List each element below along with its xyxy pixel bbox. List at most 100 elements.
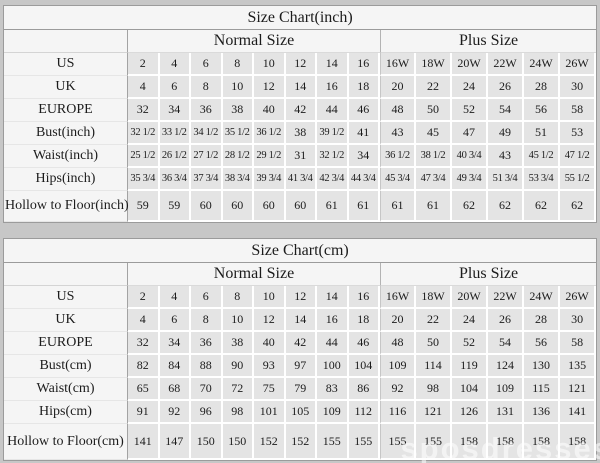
size-cell: 130 <box>524 355 560 378</box>
size-cell: 32 <box>128 99 160 122</box>
size-cell: 32 <box>128 332 160 355</box>
size-cell: 45 <box>416 122 452 145</box>
size-table-inch: Size Chart(inch) Normal Size Plus Size US 2 4… <box>3 5 598 223</box>
size-cell: 135 <box>560 355 597 378</box>
table-row: Hollow to Floor(cm) 141 147 150 150 152 152 155… <box>4 424 597 460</box>
size-cell: 6 <box>191 286 223 309</box>
size-cell: 4 <box>128 76 160 99</box>
table-row: Hollow to Floor(inch) 59 59 60 60 60 60 61 61 61 6… <box>4 191 597 222</box>
table-row: Bust(inch) 32 1/2 33 1/2 34 1/2 35 1/2 36 1/2… <box>4 122 597 145</box>
row-label: Hollow to Floor(cm) <box>4 424 128 460</box>
size-cell: 34 <box>159 99 191 122</box>
size-cell: 20W <box>452 53 488 76</box>
size-cell: 40 <box>254 332 286 355</box>
size-cell: 105 <box>285 401 317 424</box>
size-cell: 141 <box>560 401 597 424</box>
table-row: EUROPE 32 34 36 38 40 42 44 46 48 50 52 54 56 58 <box>4 332 597 355</box>
size-cell: 53 3/4 <box>524 168 560 191</box>
size-cell: 18W <box>416 53 452 76</box>
size-cell: 83 <box>317 378 349 401</box>
size-cell: 158 <box>488 424 524 460</box>
size-cell: 61 <box>416 191 452 222</box>
size-cell: 62 <box>488 191 524 222</box>
size-cell: 58 <box>560 99 597 122</box>
size-cell: 33 1/2 <box>159 122 191 145</box>
size-cell: 97 <box>285 355 317 378</box>
size-cell: 119 <box>452 355 488 378</box>
size-cell: 104 <box>348 355 380 378</box>
size-cell: 43 <box>380 122 416 145</box>
size-cell: 96 <box>191 401 223 424</box>
size-cell: 32 1/2 <box>128 122 160 145</box>
table-row: US 2 4 6 8 10 12 14 16 16W 18W 20W 22W 24W 26W <box>4 53 597 76</box>
size-cell: 42 3/4 <box>317 168 349 191</box>
size-cell: 115 <box>524 378 560 401</box>
size-cell: 39 3/4 <box>254 168 286 191</box>
size-cell: 147 <box>159 424 191 460</box>
size-cell: 152 <box>254 424 286 460</box>
size-cell: 158 <box>524 424 560 460</box>
size-cell: 46 <box>348 99 380 122</box>
size-cell: 22 <box>416 76 452 99</box>
corner-cell <box>4 30 128 53</box>
row-label: UK <box>4 309 128 332</box>
size-cell: 28 1/2 <box>222 145 254 168</box>
size-cell: 8 <box>191 309 223 332</box>
corner-cell <box>4 263 128 286</box>
row-label: Hips(cm) <box>4 401 128 424</box>
size-cell: 155 <box>380 424 416 460</box>
size-cell: 36 1/2 <box>380 145 416 168</box>
table-title: Size Chart(cm) <box>4 239 597 263</box>
size-cell: 28 <box>524 309 560 332</box>
size-cell: 50 <box>416 99 452 122</box>
size-cell: 98 <box>416 378 452 401</box>
size-cell: 40 3/4 <box>452 145 488 168</box>
size-cell: 65 <box>128 378 160 401</box>
size-cell: 112 <box>348 401 380 424</box>
size-cell: 52 <box>452 332 488 355</box>
size-cell: 72 <box>222 378 254 401</box>
size-cell: 2 <box>128 286 160 309</box>
row-label: EUROPE <box>4 332 128 355</box>
size-cell: 46 <box>348 332 380 355</box>
size-cell: 40 <box>254 99 286 122</box>
table-row: UK 4 6 8 10 12 14 16 18 20 22 24 26 28 30 <box>4 309 597 332</box>
size-cell: 62 <box>452 191 488 222</box>
size-cell: 26 1/2 <box>159 145 191 168</box>
size-cell: 10 <box>222 309 254 332</box>
size-cell: 14 <box>317 53 349 76</box>
row-label: Bust(cm) <box>4 355 128 378</box>
size-cell: 34 <box>159 332 191 355</box>
size-cell: 44 <box>317 99 349 122</box>
size-cell: 47 1/2 <box>560 145 597 168</box>
size-cell: 29 1/2 <box>254 145 286 168</box>
size-cell: 100 <box>317 355 349 378</box>
size-cell: 51 <box>524 122 560 145</box>
size-cell: 62 <box>524 191 560 222</box>
size-cell: 61 <box>348 191 380 222</box>
size-cell: 62 <box>560 191 597 222</box>
size-cell: 109 <box>317 401 349 424</box>
size-cell: 4 <box>128 309 160 332</box>
size-cell: 82 <box>128 355 160 378</box>
size-cell: 24 <box>452 76 488 99</box>
size-cell: 16 <box>317 76 349 99</box>
size-cell: 36 1/2 <box>254 122 286 145</box>
table-row: EUROPE 32 34 36 38 40 42 44 46 48 50 52 54 56 58 <box>4 99 597 122</box>
size-cell: 8 <box>222 53 254 76</box>
size-cell: 56 <box>524 99 560 122</box>
table-row: Hips(inch) 35 3/4 36 3/4 37 3/4 38 3/4 39 3/4… <box>4 168 597 191</box>
size-cell: 101 <box>254 401 286 424</box>
size-cell: 20 <box>380 76 416 99</box>
size-cell: 39 1/2 <box>317 122 349 145</box>
size-cell: 44 3/4 <box>348 168 380 191</box>
table-row: UK 4 6 8 10 12 14 16 18 20 22 24 26 28 30 <box>4 76 597 99</box>
row-label: US <box>4 53 128 76</box>
size-cell: 60 <box>191 191 223 222</box>
size-cell: 49 3/4 <box>452 168 488 191</box>
size-cell: 158 <box>452 424 488 460</box>
size-cell: 109 <box>488 378 524 401</box>
size-cell: 45 1/2 <box>524 145 560 168</box>
size-cell: 114 <box>416 355 452 378</box>
size-cell: 59 <box>159 191 191 222</box>
